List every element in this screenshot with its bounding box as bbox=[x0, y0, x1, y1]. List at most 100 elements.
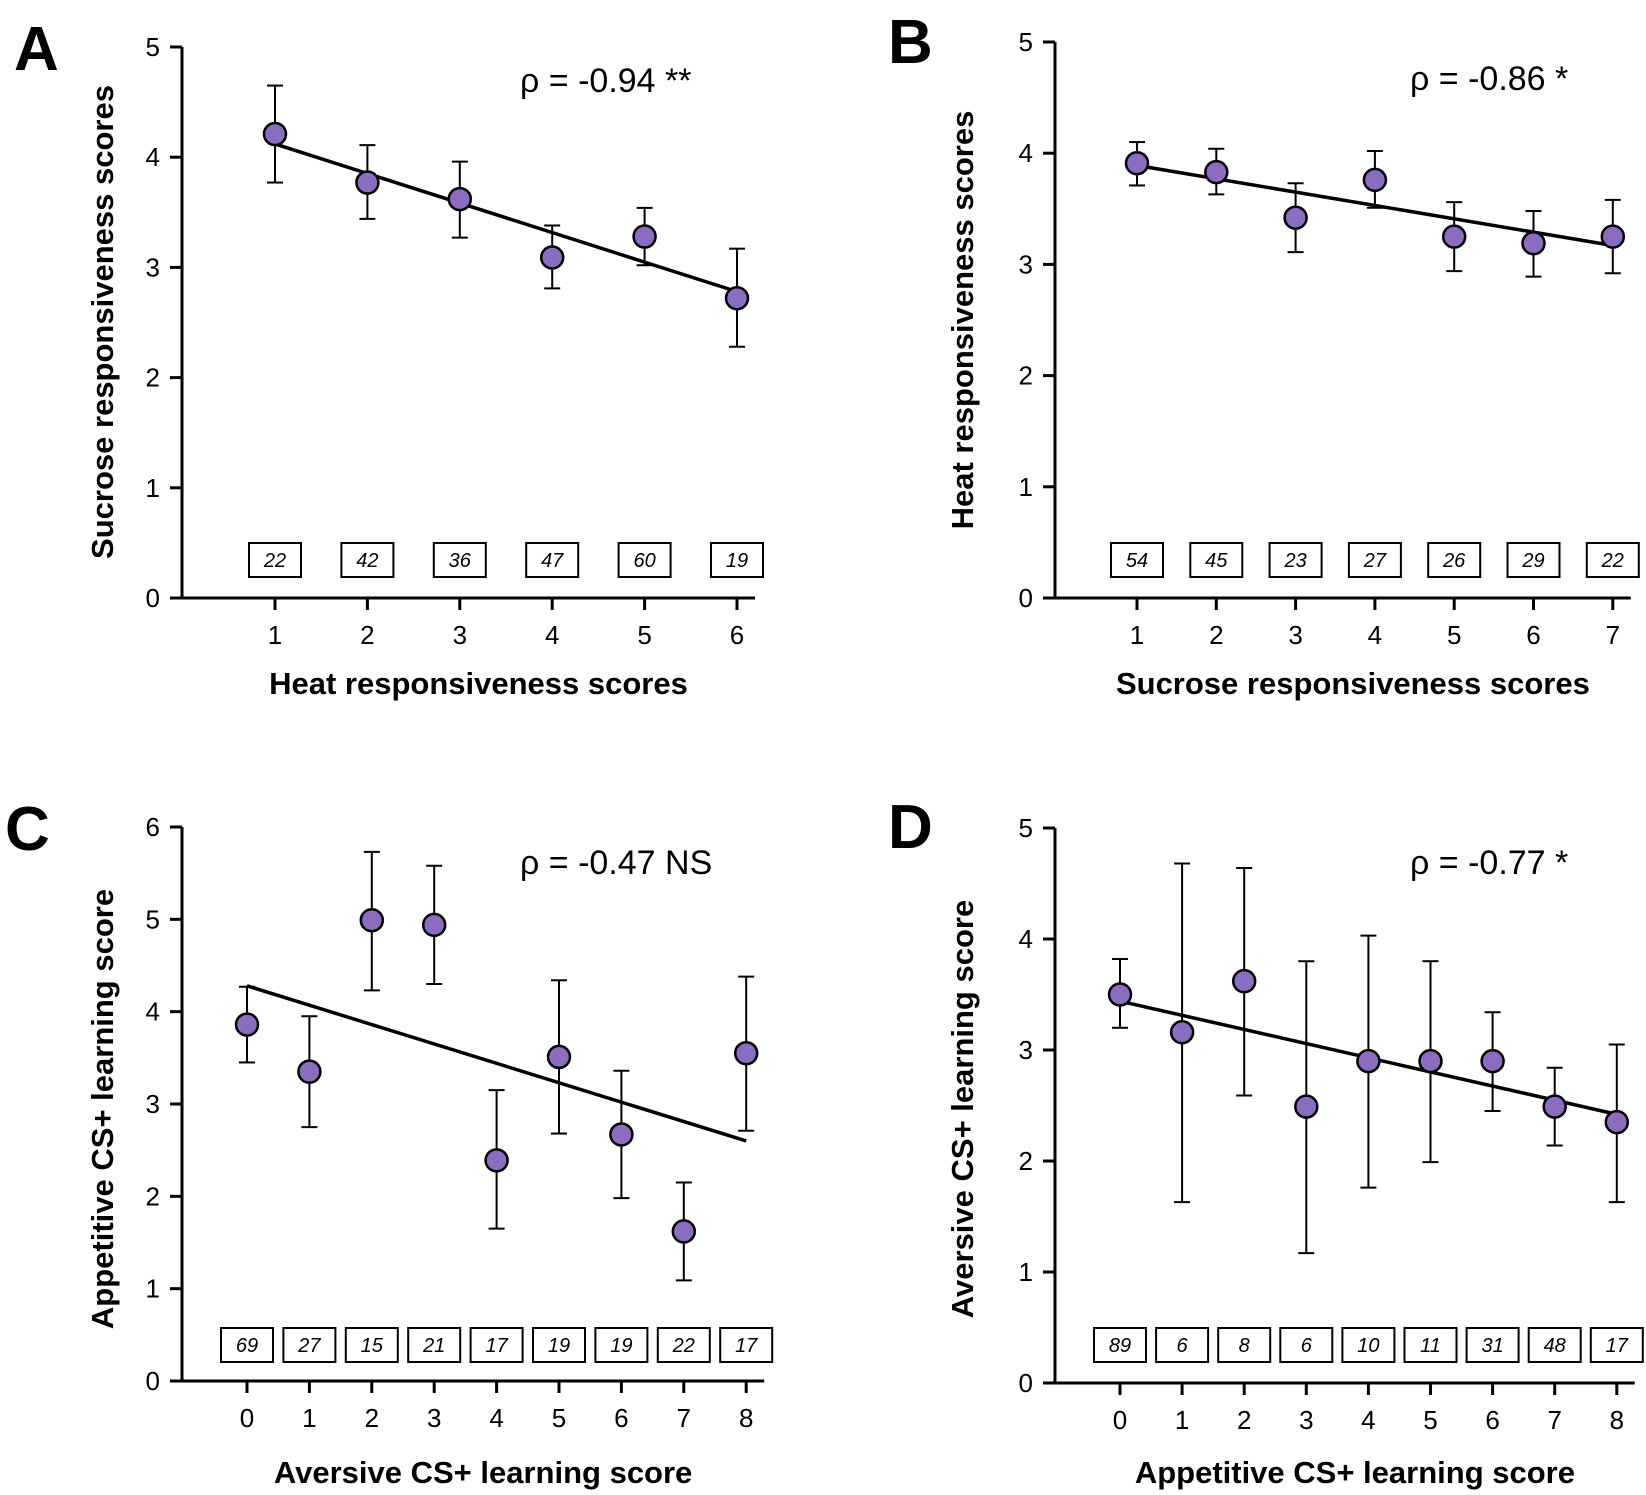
x-tick-label: 3 bbox=[427, 1403, 441, 1433]
panel-label-c: C bbox=[5, 795, 50, 864]
sample-size-box: 89 bbox=[1093, 1327, 1147, 1363]
x-tick-label: 1 bbox=[302, 1403, 316, 1433]
sample-size-label: 69 bbox=[236, 1335, 258, 1357]
y-tick-label: 2 bbox=[146, 363, 160, 393]
data-point bbox=[359, 908, 385, 933]
x-tick-label: 4 bbox=[489, 1403, 503, 1433]
y-tick-label: 4 bbox=[146, 997, 160, 1027]
sample-size-box: 6 bbox=[1279, 1327, 1334, 1363]
data-point bbox=[1124, 150, 1150, 176]
sample-size-label: 29 bbox=[1521, 550, 1544, 572]
data-point bbox=[1542, 1094, 1567, 1119]
x-axis-label: Aversive CS+ learning score bbox=[274, 1455, 692, 1490]
x-tick-label: 2 bbox=[1237, 1405, 1251, 1435]
data-point bbox=[632, 224, 657, 249]
sample-size-box: 6 bbox=[1155, 1327, 1210, 1363]
sample-size-label: 8 bbox=[1239, 1335, 1250, 1357]
sample-size-box: 19 bbox=[594, 1327, 649, 1363]
x-tick-label: 1 bbox=[268, 620, 282, 650]
sample-size-box: 22 bbox=[656, 1327, 711, 1363]
correlation-annotation: ρ = -0.77 * bbox=[1410, 844, 1568, 882]
sample-size-box: 27 bbox=[1347, 542, 1402, 578]
sample-size-box: 17 bbox=[719, 1327, 774, 1363]
sample-size-frame bbox=[1155, 1327, 1210, 1363]
sample-size-box: 45 bbox=[1189, 542, 1244, 578]
sample-size-frame bbox=[1527, 1327, 1582, 1363]
data-point bbox=[1418, 1048, 1443, 1074]
y-tick-label: 4 bbox=[1019, 924, 1033, 954]
y-tick-label: 1 bbox=[1019, 1257, 1033, 1287]
y-axis-label: Appetitive CS+ learning score bbox=[85, 889, 120, 1329]
data-point bbox=[1283, 205, 1308, 230]
sample-size-box: 8 bbox=[1217, 1327, 1272, 1363]
data-point bbox=[1604, 1109, 1630, 1135]
data-point bbox=[546, 1044, 572, 1070]
sample-size-label: 15 bbox=[361, 1335, 384, 1357]
sample-size-box: 42 bbox=[340, 542, 395, 578]
x-tick-label: 6 bbox=[614, 1403, 628, 1433]
y-tick-label: 2 bbox=[1019, 361, 1033, 391]
y-axis-label: Heat responsiveness scores bbox=[945, 111, 980, 530]
y-tick-label: 4 bbox=[1019, 138, 1033, 168]
y-tick-label: 1 bbox=[146, 1274, 160, 1304]
x-tick-label: 6 bbox=[1485, 1405, 1499, 1435]
sample-size-label: 60 bbox=[633, 550, 655, 572]
sample-size-box: 22 bbox=[1585, 542, 1640, 578]
sample-size-frame bbox=[1189, 542, 1244, 578]
sample-size-box: 26 bbox=[1427, 542, 1482, 578]
x-tick-label: 2 bbox=[365, 1403, 379, 1433]
sample-size-frame bbox=[1585, 542, 1640, 578]
sample-size-box: 36 bbox=[432, 542, 487, 578]
x-tick-label: 1 bbox=[1130, 620, 1144, 650]
data-point bbox=[1521, 231, 1546, 256]
sample-size-frame bbox=[1217, 1327, 1272, 1363]
x-tick-label: 8 bbox=[1610, 1405, 1624, 1435]
data-point bbox=[1441, 224, 1467, 249]
sample-size-frame bbox=[1506, 542, 1561, 578]
sample-size-box: 31 bbox=[1465, 1327, 1520, 1363]
data-point bbox=[1600, 224, 1626, 249]
y-tick-label: 3 bbox=[1019, 249, 1033, 279]
sample-size-frame bbox=[594, 1327, 649, 1363]
sample-size-label: 23 bbox=[1283, 550, 1306, 572]
y-tick-label: 4 bbox=[146, 142, 160, 172]
sample-size-label: 36 bbox=[449, 550, 472, 572]
correlation-annotation: ρ = -0.47 NS bbox=[520, 844, 712, 882]
y-tick-label: 0 bbox=[1019, 583, 1033, 613]
sample-size-label: 27 bbox=[1363, 550, 1387, 572]
data-point bbox=[421, 912, 447, 938]
sample-size-frame bbox=[1589, 1327, 1644, 1363]
x-tick-label: 7 bbox=[1547, 1405, 1561, 1435]
sample-size-label: 89 bbox=[1109, 1335, 1131, 1357]
sample-size-frame bbox=[220, 1327, 274, 1363]
sample-size-label: 17 bbox=[485, 1335, 508, 1357]
sample-size-label: 22 bbox=[263, 550, 286, 572]
sample-size-label: 6 bbox=[1177, 1335, 1189, 1357]
sample-size-frame bbox=[719, 1327, 774, 1363]
x-tick-label: 0 bbox=[1113, 1405, 1127, 1435]
sample-size-frame bbox=[617, 542, 672, 578]
data-point bbox=[234, 1012, 260, 1037]
regression-line bbox=[274, 142, 738, 294]
sample-size-label: 42 bbox=[356, 550, 378, 572]
sample-size-box: 29 bbox=[1506, 542, 1561, 578]
sample-size-box: 19 bbox=[710, 542, 764, 578]
y-tick-label: 5 bbox=[146, 904, 160, 934]
sample-size-box: 23 bbox=[1268, 542, 1323, 578]
y-tick-label: 5 bbox=[1019, 27, 1033, 57]
x-tick-label: 8 bbox=[739, 1403, 753, 1433]
panel-c: C 0 1 2 3 4 5 6 0 1 2 3 4 5 6 7 8 Aversive CS+ learning s… bbox=[5, 795, 774, 1490]
x-tick-label: 4 bbox=[1361, 1405, 1375, 1435]
sample-size-box: 11 bbox=[1403, 1327, 1458, 1363]
sample-size-frame bbox=[469, 1327, 524, 1363]
sample-size-frame bbox=[532, 1327, 586, 1363]
sample-size-box: 22 bbox=[248, 542, 302, 578]
data-point bbox=[297, 1059, 322, 1084]
sample-size-label: 22 bbox=[672, 1335, 695, 1357]
sample-size-label: 6 bbox=[1301, 1335, 1313, 1357]
y-tick-label: 0 bbox=[146, 1366, 160, 1396]
panel-a: A 0 1 2 3 4 5 1 2 3 4 5 6 Heat responsiveness scores S… bbox=[14, 15, 764, 701]
data-point bbox=[355, 170, 380, 195]
panel-d: D 0 1 2 3 4 5 0 1 2 3 4 5 6 7 8 Appetitive CS+ learning … bbox=[888, 793, 1644, 1490]
